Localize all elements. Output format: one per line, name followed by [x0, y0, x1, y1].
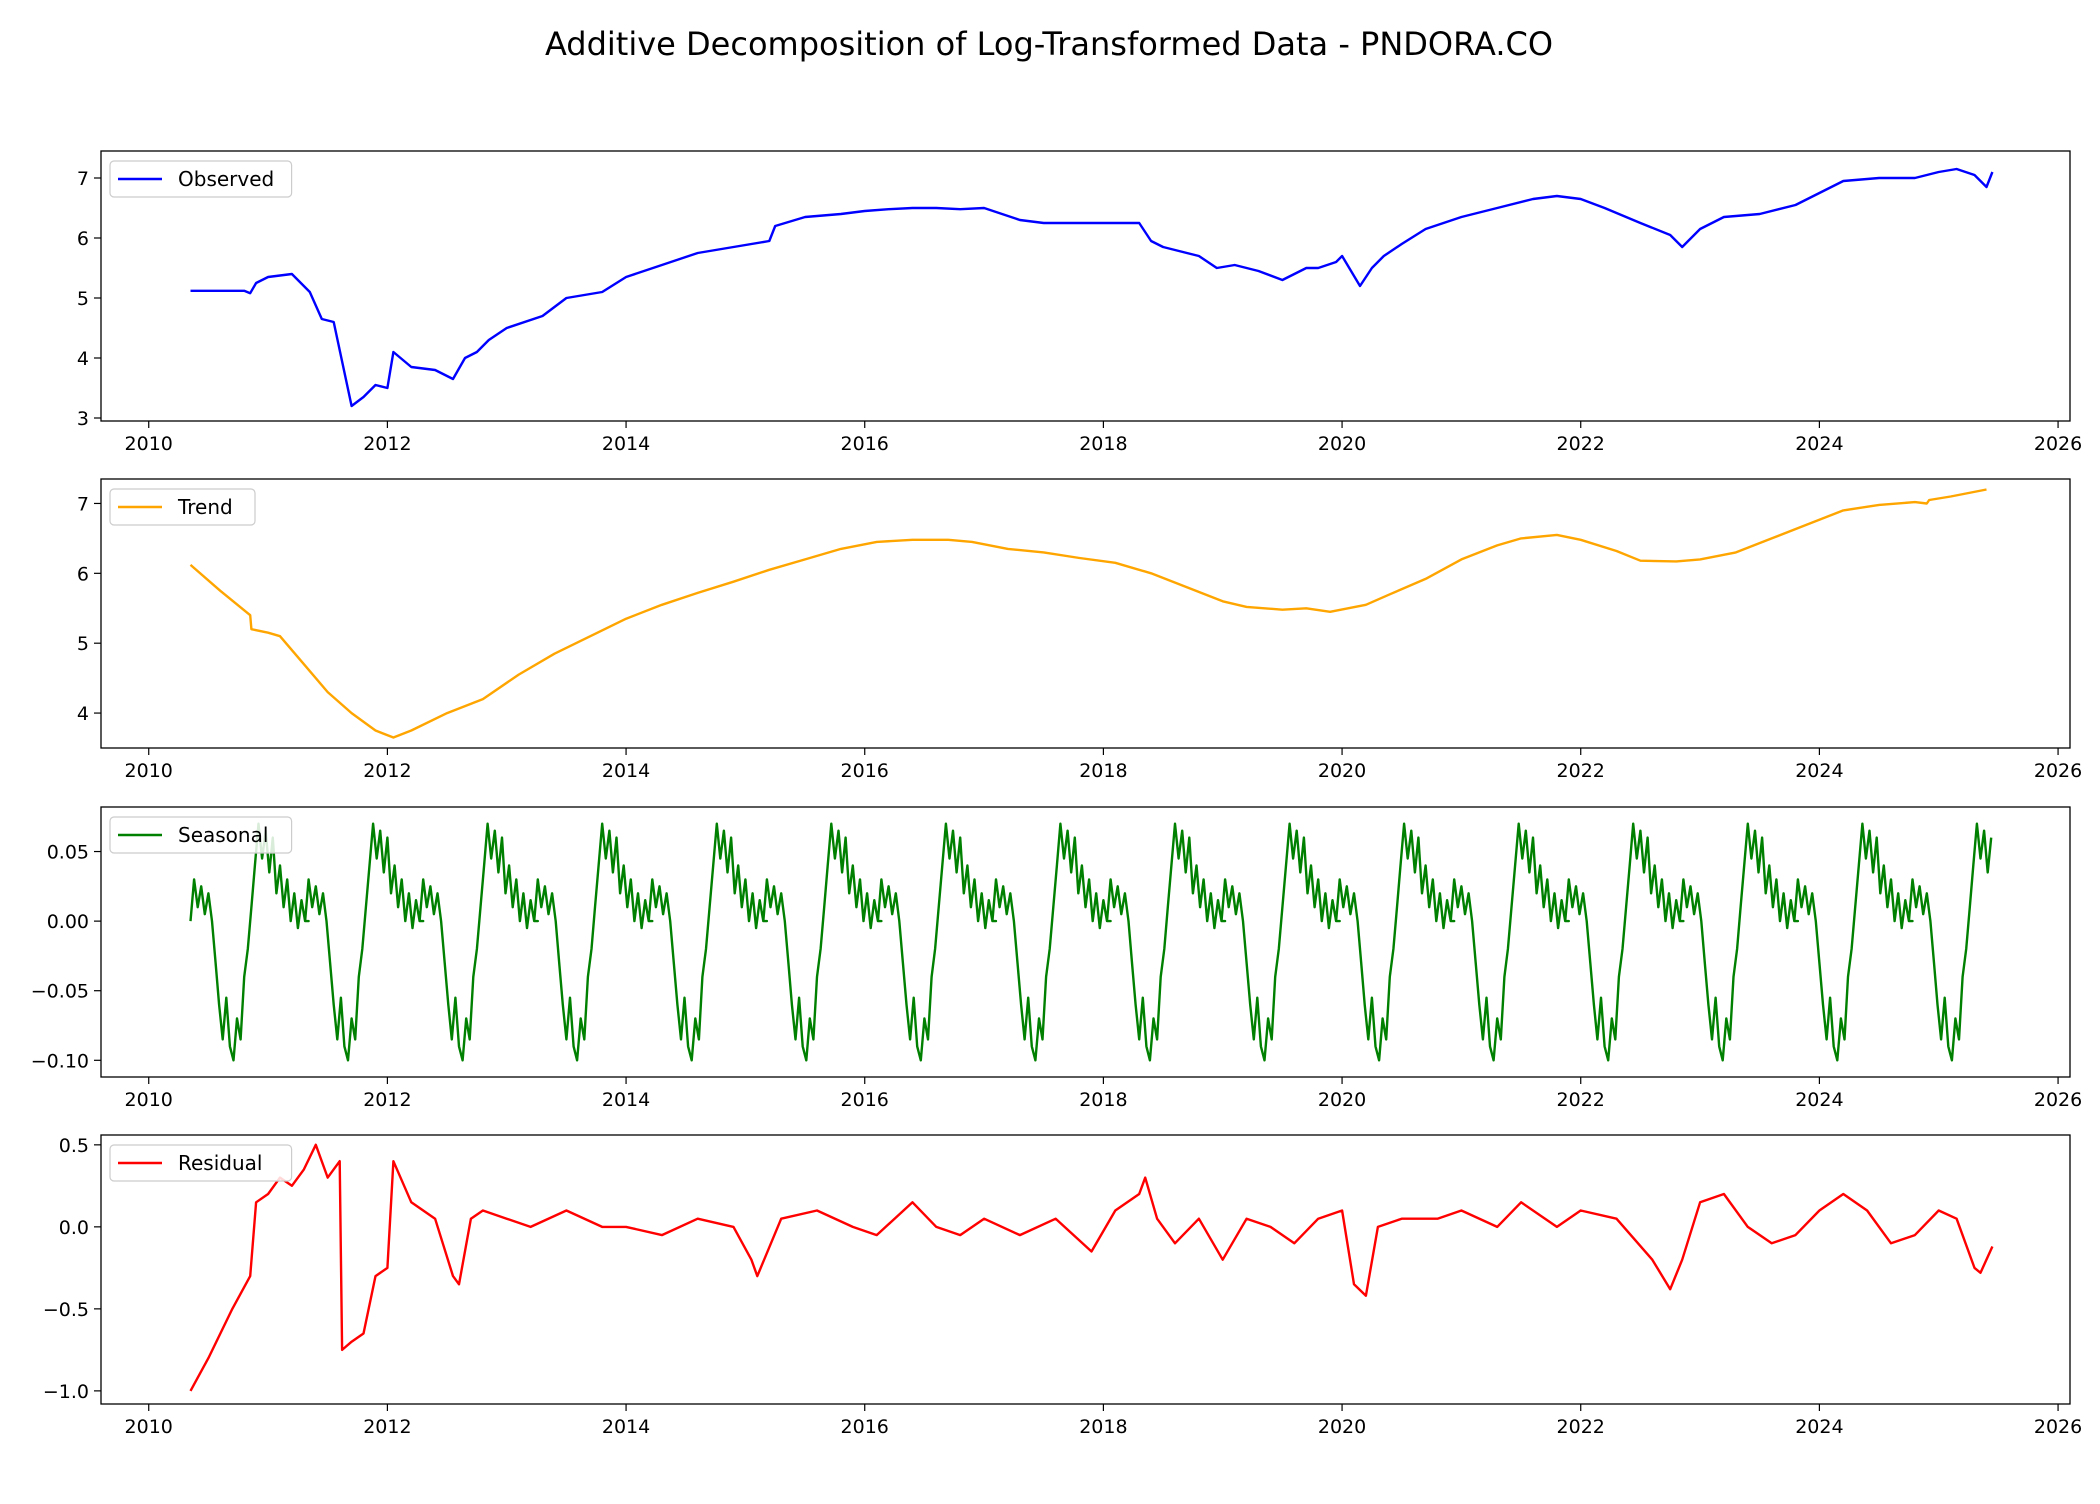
residual-x-tick-label: 2014 [602, 1416, 650, 1438]
residual-y-tick-label: 0.5 [59, 1135, 89, 1157]
residual-x-tick-label: 2022 [1557, 1416, 1605, 1438]
residual-x-tick-label: 2026 [2034, 1416, 2082, 1438]
seasonal-x-tick-label: 2026 [2034, 1089, 2082, 1111]
observed-y-tick-label: 3 [77, 408, 89, 430]
residual-panel: 2010 2012 2014 2016 2018 2020 2022 2024 2026 0.5 0… [43, 1134, 2082, 1438]
trend-plot-frame [100, 478, 2071, 749]
observed-x-tick-label: 2020 [1318, 433, 1366, 455]
seasonal-y-tick-label: −0.05 [31, 981, 89, 1003]
trend-x-tick-label: 2020 [1318, 760, 1366, 782]
seasonal-x-tick-label: 2018 [1079, 1089, 1127, 1111]
chart-title: Additive Decomposition of Log-Transforme… [545, 25, 1553, 63]
observed-x-tick-label: 2022 [1557, 433, 1605, 455]
seasonal-x-tick-label: 2010 [125, 1089, 173, 1111]
trend-x-tick-label: 2010 [125, 760, 173, 782]
residual-x-tick-label: 2020 [1318, 1416, 1366, 1438]
residual-y-tick-label: 0.0 [59, 1217, 89, 1239]
trend-panel: 2010 2012 2014 2016 2018 2020 2022 2024 2026 4 5 6 7… [77, 478, 2082, 782]
residual-x-tick-label: 2016 [841, 1416, 889, 1438]
seasonal-x-tick-label: 2020 [1318, 1089, 1366, 1111]
trend-y-tick-label: 4 [77, 703, 89, 725]
seasonal-x-tick-label: 2012 [363, 1089, 411, 1111]
trend-x-tick-label: 2012 [363, 760, 411, 782]
trend-x-tick-label: 2022 [1557, 760, 1605, 782]
trend-x-tick-label: 2018 [1079, 760, 1127, 782]
trend-legend-box [109, 488, 256, 526]
observed-x-tick-label: 2018 [1079, 433, 1127, 455]
seasonal-legend-box [109, 816, 293, 854]
trend-y-tick-label: 6 [77, 563, 89, 585]
seasonal-x-tick-label: 2016 [841, 1089, 889, 1111]
residual-x-tick-label: 2018 [1079, 1416, 1127, 1438]
observed-x-tick-label: 2026 [2034, 433, 2082, 455]
trend-x-tick-label: 2014 [602, 760, 650, 782]
seasonal-y-tick-label: 0.05 [47, 842, 89, 864]
residual-y-tick-label: −1.0 [43, 1381, 89, 1403]
seasonal-series-line [189, 822, 1993, 1062]
observed-x-tick-label: 2016 [841, 433, 889, 455]
observed-y-tick-label: 5 [77, 288, 89, 310]
trend-series-line [189, 488, 1987, 739]
seasonal-x-tick-label: 2014 [602, 1089, 650, 1111]
residual-series-line [189, 1143, 1994, 1392]
seasonal-legend-label: Seasonal [178, 823, 268, 847]
residual-x-tick-label: 2010 [125, 1416, 173, 1438]
observed-x-tick-label: 2024 [1795, 433, 1843, 455]
observed-y-tick-label: 7 [77, 168, 89, 190]
seasonal-y-tick-label: −0.10 [31, 1050, 89, 1072]
observed-x-tick-label: 2010 [125, 433, 173, 455]
trend-y-tick-label: 5 [77, 633, 89, 655]
seasonal-panel: 2010 2012 2014 2016 2018 2020 2022 2024 2026 0.05… [31, 806, 2082, 1111]
seasonal-y-tick-label: 0.00 [47, 911, 89, 933]
observed-legend-box [109, 160, 293, 198]
observed-x-tick-label: 2012 [363, 433, 411, 455]
residual-plot-frame [100, 1134, 2071, 1405]
observed-legend-label: Observed [178, 167, 274, 191]
seasonal-plot-frame [100, 806, 2071, 1078]
observed-x-tick-label: 2014 [602, 433, 650, 455]
observed-panel: 2010 2012 2014 2016 2018 2020 2022 2024 2026 3 4 5 6… [77, 150, 2082, 455]
seasonal-x-tick-label: 2022 [1557, 1089, 1605, 1111]
observed-series-line [190, 167, 1994, 408]
residual-legend-label: Residual [178, 1151, 262, 1175]
seasonal-x-tick-label: 2024 [1795, 1089, 1843, 1111]
observed-y-tick-label: 6 [77, 228, 89, 250]
residual-y-tick-label: −0.5 [43, 1299, 89, 1321]
trend-x-tick-label: 2016 [841, 760, 889, 782]
residual-legend-box [109, 1144, 293, 1182]
observed-y-tick-label: 4 [77, 348, 89, 370]
residual-x-tick-label: 2024 [1795, 1416, 1843, 1438]
residual-x-tick-label: 2012 [363, 1416, 411, 1438]
trend-legend-label: Trend [177, 495, 233, 519]
trend-y-tick-label: 7 [77, 493, 89, 515]
trend-x-tick-label: 2026 [2034, 760, 2082, 782]
observed-plot-frame [100, 150, 2071, 422]
trend-x-tick-label: 2024 [1795, 760, 1843, 782]
